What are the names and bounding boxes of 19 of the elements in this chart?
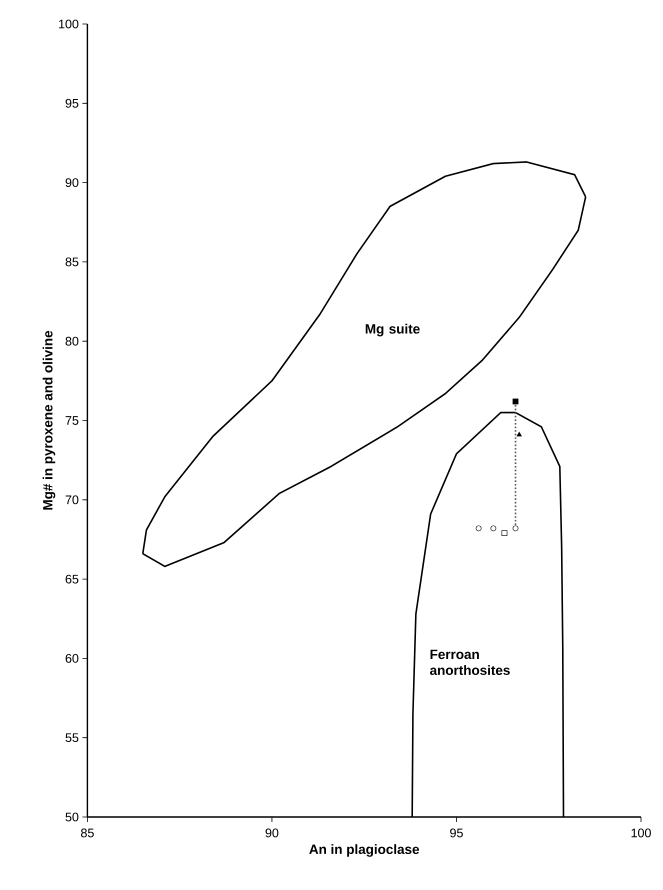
y-tick-label: 85	[66, 257, 78, 266]
y-tick-label: 100	[59, 20, 78, 28]
annotation: Ferroan anorthosites	[430, 650, 510, 676]
y-tick-label: 55	[66, 733, 78, 742]
y-tick-label: 50	[66, 812, 78, 822]
y-tick-label: 80	[66, 336, 78, 346]
x-tick-label: 90	[266, 828, 278, 838]
y-tick-label: 95	[66, 98, 78, 108]
x-tick-label: 85	[81, 828, 94, 838]
y-tick-label: 65	[66, 574, 78, 584]
y-tick-label: 70	[66, 495, 78, 504]
x-tick-label: 95	[450, 828, 463, 838]
y-tick-label: 75	[66, 416, 78, 425]
x-tick-label: 100	[632, 828, 651, 838]
annotation: Mg suite	[366, 324, 420, 336]
x-axis-title: An in plagioclase	[309, 844, 420, 857]
y-tick-label: 60	[66, 654, 78, 663]
y-axis-title: Mg# in pyroxene and olivine	[42, 330, 56, 510]
y-tick-label: 90	[66, 178, 78, 188]
